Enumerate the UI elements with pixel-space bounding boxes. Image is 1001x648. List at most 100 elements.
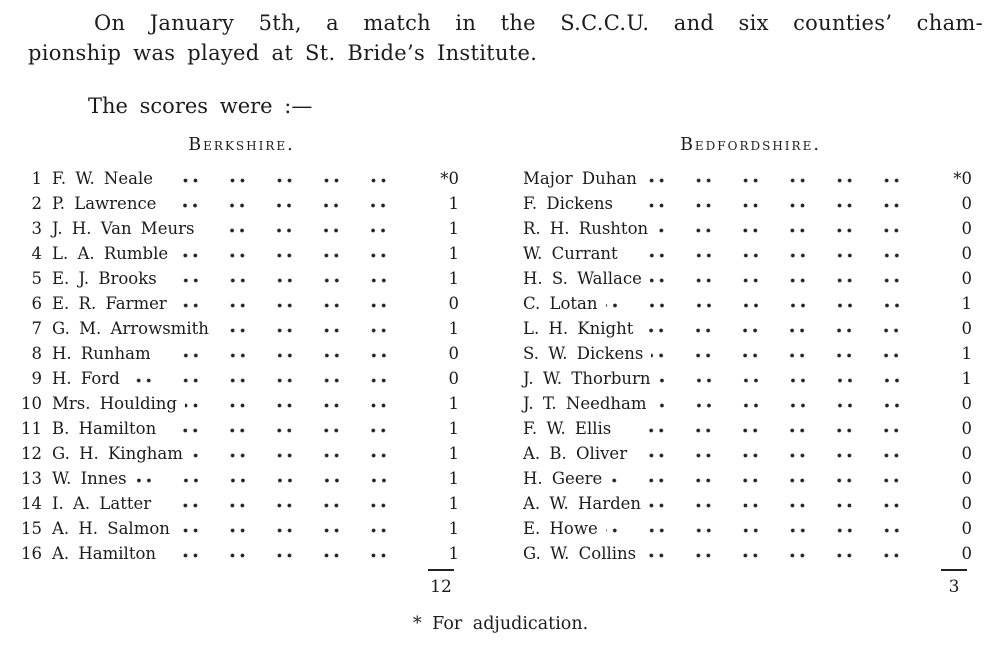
player-score: *0 [953,169,972,188]
table-row: Major Duhan *0 [523,166,978,191]
dot-leader [176,241,413,266]
adjudication-footnote: * For adjudication. [412,614,589,634]
dot-leader [658,366,926,391]
board-number: 3 [31,219,43,238]
player-score: 0 [961,269,973,288]
player-score: 1 [448,244,460,263]
player-name: W. Currant [523,244,618,263]
player-name: L. H. Knight [523,319,634,338]
player-name: S. W. Dickens [523,344,644,363]
player-score: 1 [961,369,973,388]
player-score: 1 [448,444,460,463]
board-number: 6 [31,294,43,313]
dot-leader [164,541,413,566]
player-name: G. H. Kingham [52,444,183,463]
dot-leader [605,291,926,316]
dot-leader [164,416,413,441]
dot-leader [216,316,413,341]
dot-leader [164,191,413,216]
board-number: 5 [31,269,43,288]
dot-leader [185,391,413,416]
player-name: F. W. Neale [52,169,154,188]
player-score: 0 [961,244,973,263]
dot-leader [641,316,926,341]
player-name: A. H. Salmon [52,519,170,538]
player-score: 0 [961,494,973,513]
table-row: J. W. Thorburn 1 [523,366,978,391]
table-row: J. T. Needham 0 [523,391,978,416]
player-name: A. B. Oliver [523,444,628,463]
player-score: 1 [448,394,460,413]
board-number: 13 [21,469,42,488]
dot-leader [134,466,413,491]
berkshire-column: Berkshire. 1 F. W. Neale *0 2 P. Lawrenc… [18,134,465,598]
table-row: F. Dickens 0 [523,191,978,216]
player-name: H. Runham [52,344,151,363]
table-row: 6 E. R. Farmer 0 [18,291,465,316]
player-score: 0 [961,469,973,488]
table-row: 5 E. J. Brooks 1 [18,266,465,291]
player-name: E. J. Brooks [52,269,157,288]
dot-leader [656,216,926,241]
bedfordshire-header: Bedfordshire. [680,135,821,155]
dot-leader [620,191,926,216]
board-number: 10 [21,394,42,413]
player-score: 1 [448,419,460,438]
player-name: E. R. Farmer [52,294,167,313]
bedfordshire-total-value: 3 [948,577,960,597]
board-number: 2 [31,194,43,213]
table-row: 13 W. Innes 1 [18,466,465,491]
player-score: 1 [448,319,460,338]
player-score: 1 [448,544,460,563]
player-name: G. W. Collins [523,544,637,563]
player-name: Mrs. Houlding [52,394,177,413]
player-score: 0 [961,219,973,238]
total-rule [941,569,967,571]
dot-leader [174,291,413,316]
bedfordshire-column: Bedfordshire. Major Duhan *0 F. Dickens … [523,134,978,598]
player-name: F. W. Ellis [523,419,612,438]
intro-line-1: On January 5th, a match in the S.C.C.U. … [94,11,983,35]
table-row: 16 A. Hamilton 1 [18,541,465,566]
player-score: 1 [448,494,460,513]
board-number: 15 [21,519,42,538]
player-score: 0 [961,544,973,563]
board-number: 7 [31,319,43,338]
player-score: *0 [440,169,459,188]
table-row: 4 L. A. Rumble 1 [18,241,465,266]
dot-leader [177,516,413,541]
total-rule [428,569,454,571]
player-score: 0 [448,344,460,363]
dot-leader [654,391,926,416]
match-score-table: Berkshire. 1 F. W. Neale *0 2 P. Lawrenc… [0,134,1001,598]
table-row: H. S. Wallace 0 [523,266,978,291]
intro-paragraph: On January 5th, a match in the S.C.C.U. … [28,8,983,68]
scores-intro-label: The scores were :— [88,94,313,118]
dot-leader [644,166,926,191]
dot-leader [619,416,926,441]
player-name: H. Geere [523,469,603,488]
table-row: 10 Mrs. Houlding 1 [18,391,465,416]
player-name: A. W. Harden [523,494,642,513]
player-score: 1 [448,469,460,488]
player-score: 0 [961,419,973,438]
table-row: E. Howe 0 [523,516,978,541]
table-row: S. W. Dickens 1 [523,341,978,366]
player-score: 1 [961,344,973,363]
table-row: W. Currant 0 [523,241,978,266]
player-name: B. Hamilton [52,419,157,438]
table-row: R. H. Rushton 0 [523,216,978,241]
dot-leader [127,366,413,391]
player-name: G. M. Arrowsmith [52,319,209,338]
dot-leader [605,516,926,541]
board-number: 1 [31,169,43,188]
dot-leader [649,491,926,516]
player-name: H. Ford [52,369,120,388]
player-score: 1 [961,294,973,313]
player-name: J. W. Thorburn [523,369,651,388]
table-row: H. Geere 0 [523,466,978,491]
bedfordshire-total: 3 [523,566,978,598]
dot-leader [649,266,926,291]
table-row: 1 F. W. Neale *0 [18,166,465,191]
table-row: C. Lotan 1 [523,291,978,316]
